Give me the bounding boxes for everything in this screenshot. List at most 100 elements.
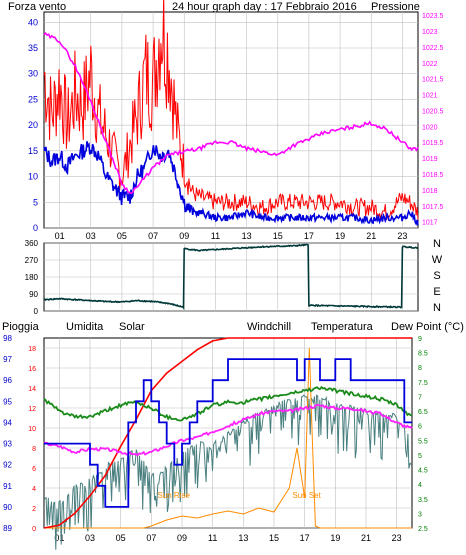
x-tick-label: 19 [330,533,340,543]
compass-label: N [433,238,441,250]
x-tick-label: 21 [361,533,371,543]
dewpoint-title: Dew Point (°C) [391,321,464,333]
y-tick-label-pressure: 1017 [422,220,438,227]
y-tick-label-pressure: 1023.5 [422,13,444,20]
y-tick-label-humidity: 94 [3,418,12,427]
y-tick-label-pressure: 1018 [422,188,438,195]
y-tick-label-humidity: 98 [3,334,12,343]
y-tick-label-pressure: 1021 [422,93,438,100]
wind-gust-line [43,0,419,221]
temperature-line [43,385,413,422]
y-tick-label-pressure: 1018.5 [422,172,444,179]
sunset-label: Sun Set [292,491,321,500]
temperature-humidity-panel: 024681012141618899091929394959697982.533… [3,334,428,550]
y-tick-label-pressure: 1021.5 [422,77,444,84]
y-tick-label-humidity: 89 [3,524,12,533]
y-tick-label-humidity: 93 [3,440,12,449]
plot-area [43,11,419,229]
y-tick-label-wind: 25 [28,94,38,104]
y-tick-label-right: 3 [418,511,422,518]
graph-day-title: 24 hour graph day : 17 Febbraio 2016 [172,1,357,13]
y-tick-label-humidity: 95 [3,397,12,406]
y-tick-label-pressure: 1020.5 [422,108,444,115]
y-tick-label-pressure: 1019 [422,156,438,163]
x-tick-label: 13 [242,231,252,241]
y-tick-label-pressure: 1017.5 [422,204,444,211]
x-tick-label: 17 [304,231,314,241]
y-tick-label-temp: 18 [28,346,36,353]
y-tick-label-temp: 10 [28,426,36,433]
wind-pressure-panel: 051015202530354010171017.510181018.51019… [28,0,444,241]
y-tick-label-wind: 5 [33,197,38,207]
wind-speed-title: Forza vento [8,1,66,13]
y-tick-label-pressure: 1023 [422,29,438,36]
y-tick-label-temp: 4 [32,486,36,493]
y-tick-label-humidity: 91 [3,482,12,491]
sunrise-label: Sun Rise [157,491,190,500]
humidity-line [44,358,412,508]
solar-title: Solar [119,321,145,333]
wind-direction-line [43,243,419,311]
y-tick-label-humidity: 92 [3,461,12,470]
y-tick-label-right: 8.5 [418,351,428,358]
y-tick-label-temp: 6 [32,466,36,473]
rain-title: Pioggia [2,321,40,333]
y-tick-label-direction: 180 [25,273,39,282]
x-tick-label: 05 [116,533,126,543]
y-tick-label-pressure: 1020 [422,124,438,131]
y-tick-label-wind: 10 [28,172,38,182]
x-tick-label: 09 [177,533,187,543]
y-tick-label-pressure: 1022 [422,61,438,68]
y-tick-label-right: 3.5 [418,497,428,504]
y-tick-label-temp: 2 [32,506,36,513]
y-tick-label-pressure: 1019.5 [422,140,444,147]
windchill-title: Windchill [247,321,291,333]
y-tick-label-wind: 0 [33,223,38,233]
x-tick-label: 11 [211,231,220,241]
y-tick-label-direction: 90 [29,290,38,299]
humidity-title: Umidita [66,321,104,333]
y-tick-label-temp: 14 [28,386,36,393]
y-tick-label-wind: 40 [28,17,38,27]
y-tick-label-right: 6.5 [418,409,428,416]
x-tick-label: 23 [397,231,407,241]
y-tick-label-right: 5 [418,453,422,460]
x-tick-label: 17 [300,533,310,543]
pressure-line [43,32,419,195]
x-tick-label: 03 [85,533,95,543]
x-tick-label: 03 [86,231,96,241]
y-tick-label-temp: 16 [28,366,36,373]
y-tick-label-right: 2.5 [418,526,428,533]
y-tick-label-direction: 360 [25,239,39,248]
dewpoint-line [43,403,413,457]
y-tick-label-temp: 12 [28,406,36,413]
y-tick-label-direction: 0 [34,307,39,316]
x-tick-label: 23 [392,533,402,543]
y-tick-label-direction: 270 [25,256,39,265]
compass-label: E [433,286,440,298]
compass-label: S [433,270,440,282]
y-tick-label-humidity: 96 [3,376,12,385]
x-tick-label: 19 [335,231,345,241]
x-tick-label: 07 [148,231,158,241]
x-tick-label: 21 [366,231,376,241]
x-tick-label: 13 [238,533,248,543]
y-tick-label-right: 9 [418,336,422,343]
y-tick-label-right: 7 [418,394,422,401]
y-tick-label-right: 4 [418,482,422,489]
x-tick-label: 09 [179,231,189,241]
y-tick-label-right: 5.5 [418,438,428,445]
y-tick-label-right: 4.5 [418,468,428,475]
x-tick-label: 11 [208,533,217,543]
rain-line [43,337,412,529]
y-tick-label-temp: 0 [32,526,36,533]
compass-label: W [432,254,443,266]
x-tick-label: 01 [55,231,65,241]
y-tick-label-right: 8 [418,365,422,372]
y-tick-label-wind: 30 [28,69,38,79]
y-tick-label-humidity: 97 [3,355,12,364]
y-tick-label-wind: 35 [28,43,38,53]
y-tick-label-humidity: 90 [3,503,12,512]
